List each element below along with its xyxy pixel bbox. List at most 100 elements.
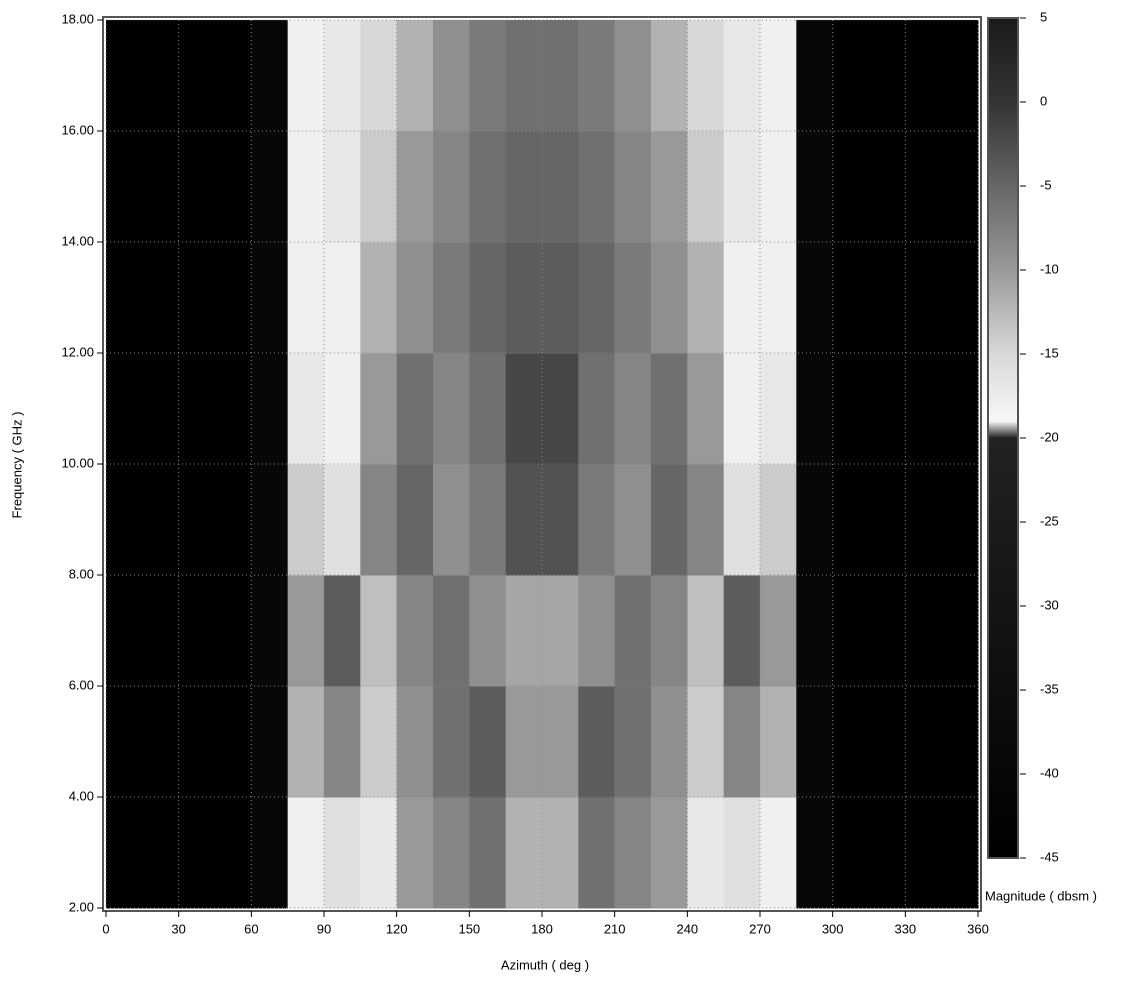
heatmap-cell [360,20,398,132]
heatmap-cell [433,575,470,687]
heatmap-cell [360,686,398,798]
heatmap-cell [505,20,543,132]
heatmap-cell [869,575,906,687]
heatmap-cell [905,464,943,576]
heatmap-cell [723,686,761,798]
heatmap-cell [941,353,979,465]
heatmap-cell [796,686,834,798]
heatmap-cell [687,575,725,687]
heatmap-cell [614,20,652,132]
heatmap-cell [142,464,180,576]
heatmap-cell [251,131,289,243]
heatmap-cell [433,797,470,909]
heatmap-cell [215,464,252,576]
y-tick-label: 18.00 [61,11,94,26]
x-tick-label: 360 [967,921,989,936]
heatmap-cell [941,242,979,354]
heatmap-cell [142,353,180,465]
heatmap-cell [287,131,325,243]
colorbar-tick-label: -15 [1040,345,1059,360]
heatmap-cell [905,20,943,132]
heatmap-cell [651,797,688,909]
heatmap-cell [578,242,616,354]
heatmap-cell [433,353,470,465]
heatmap-cell [505,353,543,465]
heatmap-cell [287,242,325,354]
heatmap-cell [542,20,579,132]
heatmap-cell [760,686,797,798]
heatmap-cell [142,575,180,687]
heatmap-cell [287,464,325,576]
heatmap-cell [360,797,398,909]
heatmap-cell [433,686,470,798]
colorbar [987,17,1019,859]
heatmap-cell [251,242,289,354]
heatmap-cell [687,464,725,576]
heatmap-cell [505,797,543,909]
heatmap-cell [578,797,616,909]
heatmap-cell [760,464,797,576]
x-tick-label: 300 [822,921,844,936]
heatmap-cell [178,242,216,354]
heatmap-cell [106,686,143,798]
heatmap-cell [287,575,325,687]
heatmap-cell [469,242,507,354]
heatmap-cell [215,686,252,798]
heatmap-cell [760,20,797,132]
heatmap-cell [760,242,797,354]
heatmap-cell [796,242,834,354]
heatmap-cell [251,353,289,465]
heatmap-cell [905,242,943,354]
heatmap-cell [651,20,688,132]
heatmap-cell [687,20,725,132]
x-tick-label: 270 [749,921,771,936]
heatmap-cell [469,797,507,909]
heatmap-cell [178,353,216,465]
heatmap-cell [651,575,688,687]
heatmap-cell [178,686,216,798]
heatmap-cell [396,353,434,465]
heatmap-cell [869,797,906,909]
heatmap-cell [796,464,834,576]
heatmap-cell [324,686,361,798]
heatmap-cell [542,686,579,798]
heatmap-cell [178,575,216,687]
heatmap-cell [324,20,361,132]
heatmap-cell [251,686,289,798]
x-tick-label: 150 [458,921,480,936]
heatmap-cell [723,575,761,687]
colorbar-tick-label: -20 [1040,429,1059,444]
colorbar-tick-label: -5 [1040,177,1052,192]
colorbar-title: Magnitude ( dbsm ) [985,888,1097,903]
heatmap-cell [215,20,252,132]
heatmap-cell [360,353,398,465]
colorbar-tick-label: -25 [1040,513,1059,528]
heatmap-cell [796,20,834,132]
heatmap-cell [723,20,761,132]
y-tick-label: 16.00 [61,122,94,137]
heatmap-cell [287,353,325,465]
colorbar-tick-label: -40 [1040,765,1059,780]
heatmap-cell [215,131,252,243]
colorbar-tick-label: 5 [1040,9,1047,24]
heatmap-cell [760,353,797,465]
heatmap-cell [578,464,616,576]
heatmap-cell [106,353,143,465]
heatmap-cell [905,353,943,465]
x-tick-label: 90 [317,921,331,936]
heatmap-cell [614,797,652,909]
heatmap-cell [542,575,579,687]
heatmap-cell [614,353,652,465]
heatmap-cell [687,353,725,465]
heatmap-cell [905,797,943,909]
heatmap-cell [614,686,652,798]
heatmap-cell [869,353,906,465]
heatmap-cell [396,797,434,909]
heatmap-cell [324,242,361,354]
heatmap-cell [142,242,180,354]
heatmap-cell [760,797,797,909]
y-tick-label: 4.00 [69,788,94,803]
heatmap-cell [941,131,979,243]
colorbar-tick-label: -10 [1040,261,1059,276]
